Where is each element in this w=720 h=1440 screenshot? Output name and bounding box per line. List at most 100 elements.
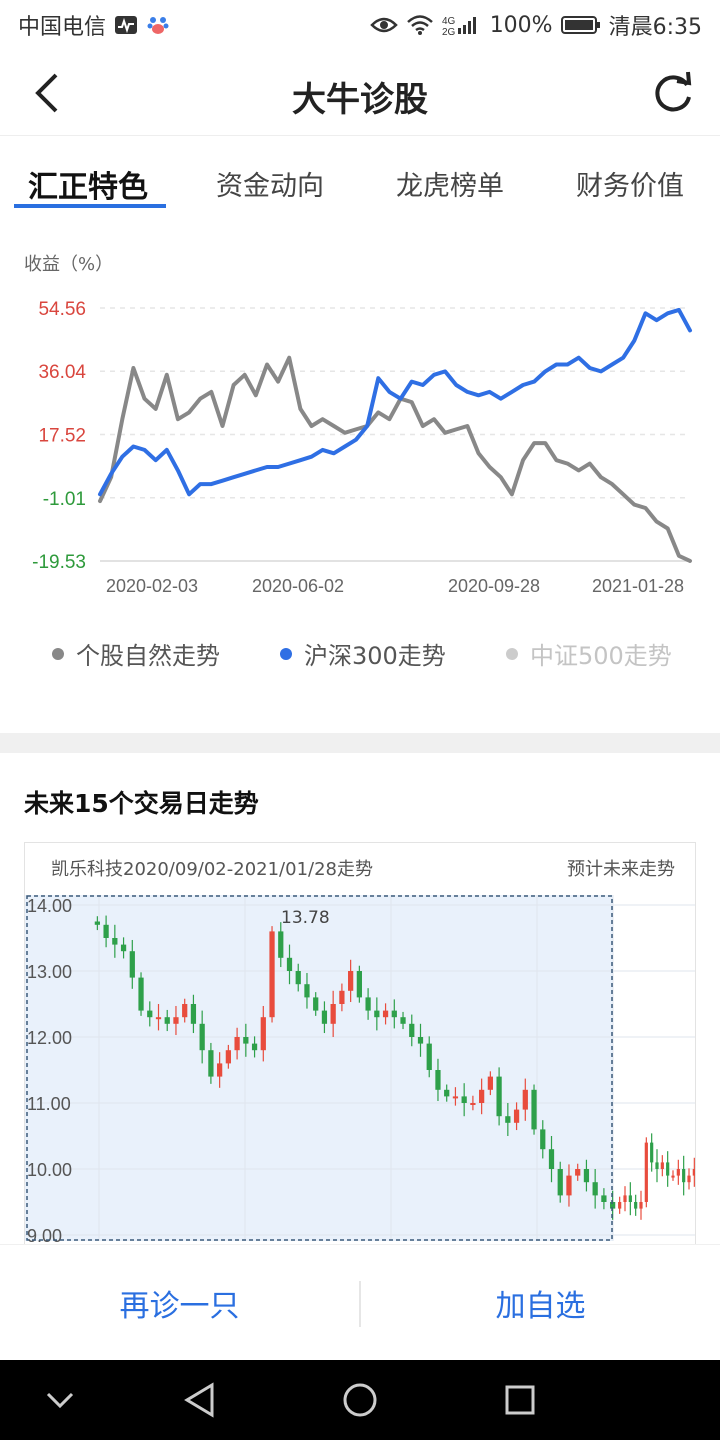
candle bbox=[639, 1202, 643, 1209]
candlestick-chart: 14.00 13.00 12.00 11.00 10.00 9.00 13.78 bbox=[25, 895, 695, 1244]
candle bbox=[173, 1017, 179, 1024]
candle bbox=[505, 1116, 511, 1123]
candle bbox=[208, 1050, 214, 1077]
rediagnose-button[interactable]: 再诊一只 bbox=[119, 1289, 240, 1324]
candle bbox=[644, 1142, 648, 1202]
candle bbox=[321, 1010, 328, 1024]
legend-stock[interactable]: 个股自然走势 bbox=[52, 636, 220, 671]
chart-ylabel: 收益（%） bbox=[24, 254, 113, 275]
candle bbox=[313, 997, 319, 1011]
y-tick-label: 10.00 bbox=[27, 1160, 72, 1180]
y-tick-label: 14.00 bbox=[27, 896, 72, 916]
back-button[interactable] bbox=[22, 68, 72, 118]
chevron-down-icon bbox=[46, 1392, 74, 1409]
section-divider bbox=[0, 733, 720, 753]
x-tick-label: 2020-02-03 bbox=[106, 576, 198, 596]
signal-icon: 4G 2G bbox=[442, 14, 482, 36]
chart-legend: 个股自然走势 沪深300走势 中证500走势 bbox=[0, 636, 720, 676]
candle bbox=[225, 1050, 231, 1064]
add-watchlist-button[interactable]: 加自选 bbox=[495, 1289, 586, 1324]
candle bbox=[251, 1043, 258, 1051]
hs300-return-line bbox=[98, 307, 692, 497]
candle bbox=[470, 1103, 476, 1105]
page-title: 大牛诊股 bbox=[292, 80, 428, 120]
tab-financial-value[interactable]: 财务价值 bbox=[576, 171, 684, 202]
y-tick-label: -19.53 bbox=[32, 552, 86, 573]
candle bbox=[660, 1162, 664, 1169]
candle bbox=[182, 1004, 188, 1018]
bottom-action-bar: 再诊一只 加自选 bbox=[0, 1244, 720, 1360]
candle bbox=[330, 1004, 336, 1024]
legend-hs300[interactable]: 沪深300走势 bbox=[280, 636, 446, 671]
candle bbox=[676, 1169, 680, 1176]
tab-dragon-tiger-list[interactable]: 龙虎榜单 bbox=[396, 171, 504, 202]
nav-back-button[interactable] bbox=[178, 1378, 222, 1422]
battery-icon bbox=[560, 15, 601, 35]
candle bbox=[391, 1010, 397, 1018]
candle bbox=[592, 1182, 598, 1196]
candle bbox=[531, 1089, 537, 1130]
candle bbox=[513, 1109, 520, 1123]
candle bbox=[628, 1195, 632, 1202]
legend-hs300-label: 沪深300走势 bbox=[304, 642, 446, 670]
circle-home-icon bbox=[343, 1383, 377, 1417]
x-tick-label: 2021-01-28 bbox=[592, 576, 684, 596]
candle bbox=[339, 990, 345, 1004]
candle bbox=[610, 1202, 616, 1209]
candle bbox=[365, 997, 371, 1011]
network-top-label: 4G bbox=[442, 16, 456, 27]
wifi-icon bbox=[406, 14, 434, 36]
candle bbox=[540, 1129, 546, 1150]
candle bbox=[687, 1175, 691, 1183]
eye-icon bbox=[369, 15, 398, 35]
candle bbox=[269, 931, 275, 1018]
tab-bar: 汇正特色 资金动向 龙虎榜单 财务价值 bbox=[0, 140, 720, 214]
legend-zz500[interactable]: 中证500走势 bbox=[506, 636, 672, 671]
candle bbox=[452, 1096, 459, 1099]
candle bbox=[435, 1070, 441, 1090]
candle bbox=[382, 1010, 389, 1018]
candle bbox=[295, 971, 301, 985]
battery-percent: 100% bbox=[489, 12, 553, 38]
candle bbox=[348, 971, 354, 991]
legend-stock-label: 个股自然走势 bbox=[76, 642, 220, 670]
candle bbox=[496, 1076, 502, 1117]
nav-hide-button[interactable] bbox=[38, 1378, 82, 1422]
forecast-chart-panel: 14.00 13.00 12.00 11.00 10.00 9.00 13.78 凯乐科技… bbox=[24, 842, 696, 1244]
candle bbox=[120, 944, 127, 952]
chevron-left-icon bbox=[35, 73, 58, 113]
refresh-button[interactable] bbox=[648, 68, 698, 118]
candle bbox=[479, 1089, 485, 1103]
candle bbox=[692, 1169, 695, 1176]
status-bar: 中国电信 4G 2G 100% 清晨6:35 bbox=[0, 0, 720, 50]
candle bbox=[461, 1096, 467, 1103]
candle bbox=[666, 1162, 670, 1176]
candle bbox=[487, 1076, 493, 1090]
candle bbox=[147, 1010, 153, 1018]
candle bbox=[623, 1195, 627, 1202]
candle bbox=[260, 1017, 266, 1051]
tab-fund-flow[interactable]: 资金动向 bbox=[216, 171, 324, 202]
future-trend-label: 预计未来走势 bbox=[567, 859, 675, 880]
paw-icon bbox=[146, 13, 170, 37]
system-nav-bar bbox=[0, 1360, 720, 1440]
candle bbox=[634, 1202, 638, 1209]
candle bbox=[155, 1017, 162, 1020]
nav-home-button[interactable] bbox=[338, 1378, 382, 1422]
clock: 清晨6:35 bbox=[608, 15, 702, 40]
candle bbox=[112, 938, 118, 945]
history-highlight-area bbox=[25, 895, 613, 1241]
candle bbox=[278, 931, 284, 958]
candle bbox=[190, 1004, 197, 1024]
square-recent-icon bbox=[505, 1385, 535, 1415]
activity-monitor-icon bbox=[114, 15, 138, 35]
tab-huizheng-features[interactable]: 汇正特色 bbox=[28, 170, 148, 205]
x-tick-label: 2020-09-28 bbox=[448, 576, 540, 596]
legend-hs300-dot bbox=[280, 647, 292, 660]
candle bbox=[618, 1202, 622, 1209]
nav-recent-button[interactable] bbox=[498, 1378, 542, 1422]
candle bbox=[671, 1175, 675, 1178]
candle bbox=[566, 1175, 572, 1196]
candle bbox=[650, 1142, 654, 1163]
legend-zz500-dot bbox=[506, 647, 518, 660]
